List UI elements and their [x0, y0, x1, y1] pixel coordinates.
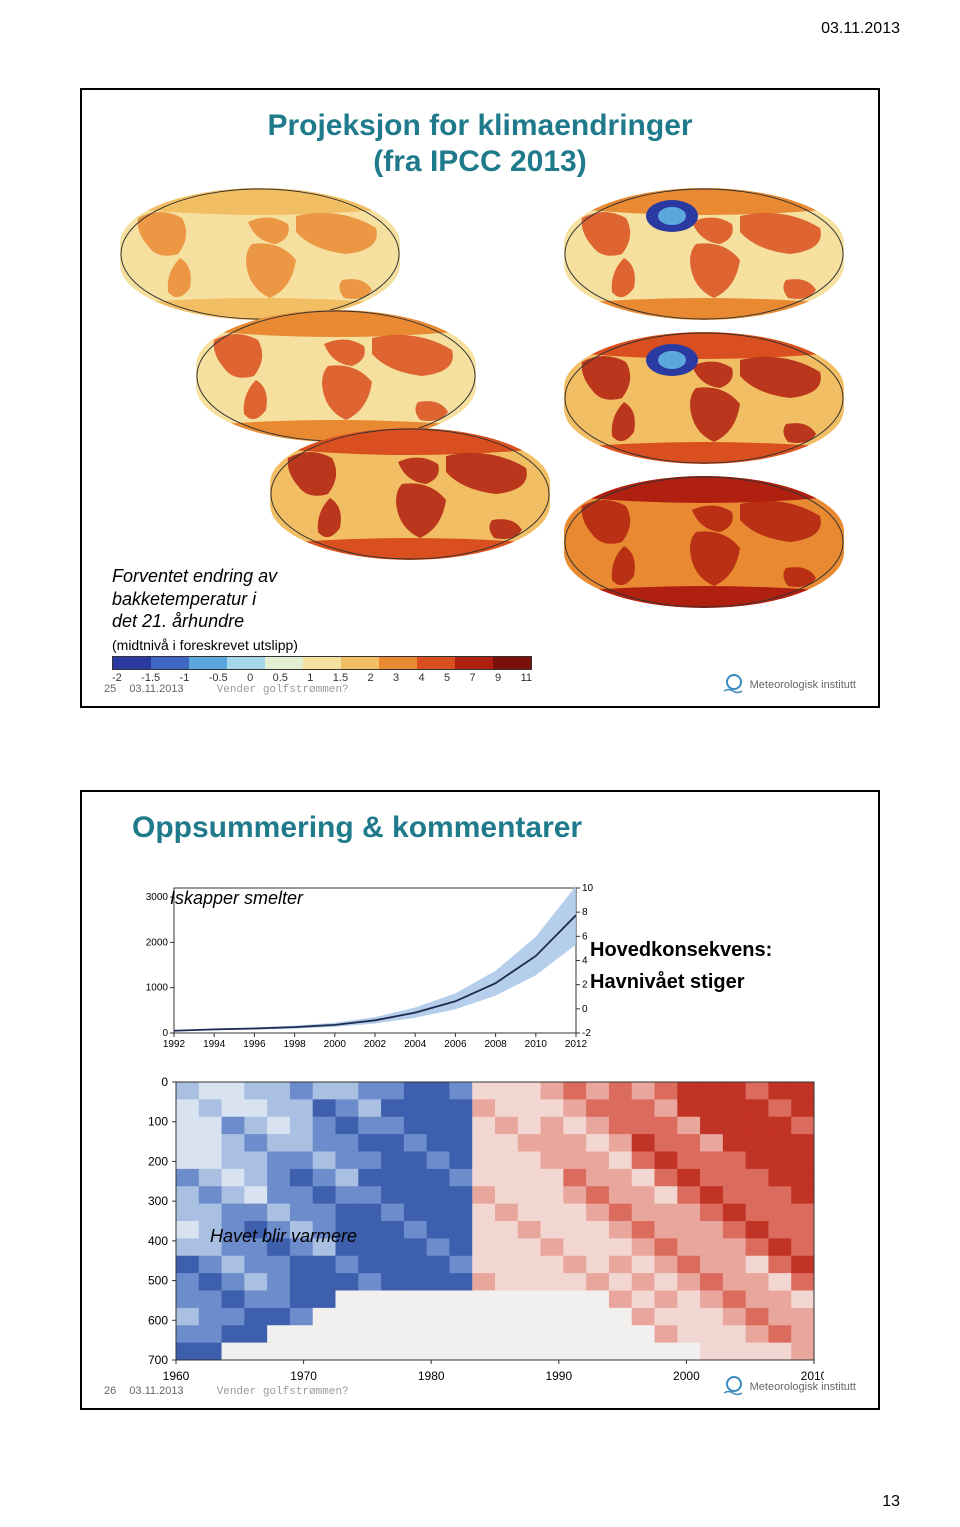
- svg-text:4: 4: [582, 956, 588, 967]
- svg-text:1990: 1990: [545, 1369, 572, 1383]
- slide-projection: Projeksjon for klimaendringer(fra IPCC 2…: [80, 88, 880, 708]
- globe-map-6: [564, 476, 844, 608]
- met-logo-text: Meteorologisk institutt: [750, 1382, 856, 1393]
- met-logo: Meteorologisk institutt: [726, 674, 856, 696]
- svg-text:300: 300: [148, 1194, 168, 1208]
- svg-text:1980: 1980: [418, 1369, 445, 1383]
- expected-line: bakketemperatur i: [112, 589, 256, 609]
- svg-text:2008: 2008: [484, 1039, 507, 1050]
- slide2-title: Oppsummering & kommentarer: [82, 792, 878, 856]
- expected-line: Forventet endring av: [112, 566, 277, 586]
- globe-map-2: [196, 310, 476, 442]
- footer-caption: Vender golfstrømmen?: [217, 1386, 349, 1398]
- footer-date: 03.11.2013: [129, 1385, 183, 1397]
- svg-text:0: 0: [162, 1028, 168, 1039]
- globe-map-1: [120, 188, 400, 320]
- svg-text:2002: 2002: [364, 1039, 387, 1050]
- svg-text:1992: 1992: [163, 1039, 186, 1050]
- globe-map-5: [564, 332, 844, 464]
- svg-text:600: 600: [148, 1313, 168, 1327]
- slide2-footer: 26 03.11.2013 Vender golfstrømmen?: [104, 1385, 349, 1398]
- svg-text:2012: 2012: [565, 1039, 588, 1050]
- footer-num: 26: [104, 1385, 116, 1397]
- svg-text:400: 400: [148, 1234, 168, 1248]
- svg-text:0: 0: [161, 1076, 168, 1089]
- footer-num: 25: [104, 683, 116, 695]
- svg-text:1960: 1960: [163, 1369, 190, 1383]
- consequence-text: Hovedkonsekvens: Havnivået stiger: [590, 934, 840, 998]
- svg-text:8: 8: [582, 907, 588, 918]
- svg-text:100: 100: [148, 1115, 168, 1129]
- met-logo-text: Meteorologisk institutt: [750, 680, 856, 691]
- svg-text:6: 6: [582, 931, 588, 942]
- svg-text:2000: 2000: [673, 1369, 700, 1383]
- consequence-line: Hovedkonsekvens:: [590, 934, 840, 966]
- maps-area: [110, 180, 850, 600]
- svg-text:200: 200: [148, 1154, 168, 1168]
- slide-summary: Oppsummering & kommentarer 0100020003000…: [80, 790, 880, 1410]
- globe-map-3: [270, 428, 550, 560]
- met-logo: Meteorologisk institutt: [726, 1376, 856, 1398]
- svg-text:700: 700: [148, 1353, 168, 1367]
- page-number: 13: [882, 1493, 900, 1511]
- svg-text:500: 500: [148, 1274, 168, 1288]
- expected-text: Forventet endring av bakketemperatur i d…: [112, 565, 512, 655]
- svg-text:1994: 1994: [203, 1039, 226, 1050]
- svg-text:3000: 3000: [146, 892, 169, 903]
- svg-text:2000: 2000: [324, 1039, 347, 1050]
- slide1-title: Projeksjon for klimaendringer(fra IPCC 2…: [82, 90, 878, 190]
- ice-label: Iskapper smelter: [170, 888, 303, 909]
- footer-date: 03.11.2013: [129, 683, 183, 695]
- svg-text:0: 0: [582, 1004, 588, 1015]
- svg-text:1970: 1970: [290, 1369, 317, 1383]
- page-header-date: 03.11.2013: [821, 20, 900, 38]
- svg-text:1996: 1996: [243, 1039, 266, 1050]
- ocean-label: Havet blir varmere: [210, 1226, 357, 1247]
- svg-text:2: 2: [582, 980, 588, 991]
- consequence-line: Havnivået stiger: [590, 966, 840, 998]
- svg-text:1998: 1998: [283, 1039, 306, 1050]
- svg-text:2004: 2004: [404, 1039, 427, 1050]
- svg-text:-2: -2: [582, 1028, 591, 1039]
- expected-sub: (midtnivå i foreskrevet utslipp): [112, 637, 298, 653]
- slide2-body: 0100020003000-20246810199219941996199820…: [110, 876, 850, 1368]
- footer-caption: Vender golfstrømmen?: [217, 684, 349, 696]
- svg-text:1000: 1000: [146, 983, 169, 994]
- svg-text:10: 10: [582, 883, 594, 894]
- colorbar-bar: [112, 656, 532, 670]
- expected-line: det 21. århundre: [112, 611, 244, 631]
- slide1-footer: 25 03.11.2013 Vender golfstrømmen?: [104, 683, 349, 696]
- svg-text:2006: 2006: [444, 1039, 467, 1050]
- globe-map-4: [564, 188, 844, 320]
- svg-text:2010: 2010: [525, 1039, 548, 1050]
- svg-text:2000: 2000: [146, 937, 169, 948]
